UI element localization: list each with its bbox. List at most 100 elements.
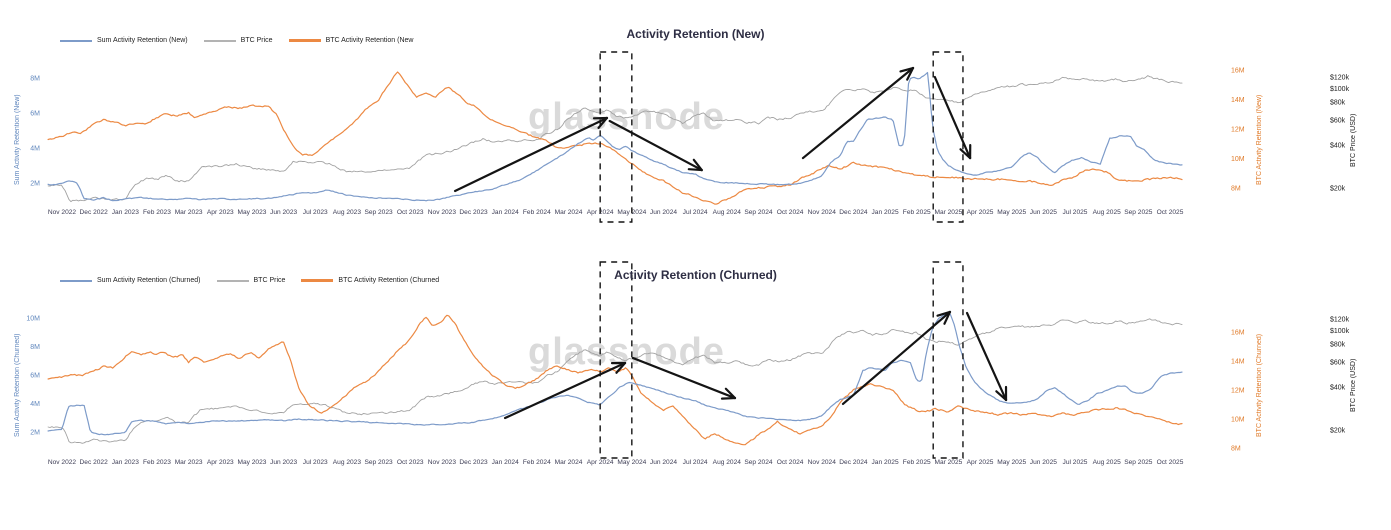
x-tick-month: Dec 2024 xyxy=(839,459,868,466)
annotation-arrowhead xyxy=(692,158,703,172)
x-tick-month: Apr 2025 xyxy=(967,209,994,216)
x-tick-month: Jan 2025 xyxy=(872,209,899,216)
x-tick-month: Jun 2023 xyxy=(270,209,297,216)
y-tick-btc-price: $20k xyxy=(1330,428,1346,435)
x-tick-month: Jun 2023 xyxy=(270,459,297,466)
y-tick-btc-activity: 12M xyxy=(1231,127,1245,134)
x-tick-month: Jun 2024 xyxy=(650,209,677,216)
y-axis-title-sum-new: Sum Activity Retention (New) xyxy=(14,94,21,186)
series-line xyxy=(47,314,1183,446)
legend-item-1-2[interactable]: BTC Price xyxy=(203,37,273,44)
x-tick-month: Aug 2024 xyxy=(713,459,742,466)
y-tick-btc-price: $40k xyxy=(1330,143,1346,150)
x-tick-month: Jul 2025 xyxy=(1063,459,1088,466)
x-tick-month: Aug 2023 xyxy=(333,459,362,466)
legend-line-swatch xyxy=(60,39,92,42)
series-line xyxy=(47,71,1183,202)
annotation-arrow xyxy=(841,310,952,406)
y-tick-btc-price: $60k xyxy=(1330,359,1346,366)
x-tick-month: May 2023 xyxy=(237,209,266,216)
x-tick-month: Apr 2025 xyxy=(967,459,994,466)
annotation-arrowhead xyxy=(899,66,915,73)
annotation-arrowhead xyxy=(959,148,972,160)
x-tick-month: Feb 2024 xyxy=(523,209,551,216)
x-tick-month: Nov 2024 xyxy=(808,209,837,216)
highlight-dashed-box xyxy=(932,261,964,459)
legend-label: BTC Price xyxy=(240,37,273,44)
x-tick-month: Oct 2024 xyxy=(777,459,804,466)
highlight-dashed-box xyxy=(599,261,633,459)
x-tick-month: May 2023 xyxy=(237,459,266,466)
legend-line-swatch xyxy=(203,39,236,42)
x-tick-month: Oct 2025 xyxy=(1157,209,1184,216)
annotation-arrowhead xyxy=(720,396,737,400)
x-tick-month: Jul 2025 xyxy=(1063,209,1088,216)
y-axis-title-btc-activity-churned: BTC Activity Retention (Churned) xyxy=(1256,333,1263,437)
x-tick-month: Jan 2023 xyxy=(112,209,139,216)
annotation-arrowhead xyxy=(943,310,952,325)
legend-item-2-1[interactable]: Sum Activity Retention (Churned) xyxy=(60,277,201,284)
y-tick-btc-price: $120k xyxy=(1330,316,1350,323)
legend-item-1-1[interactable]: Sum Activity Retention (New) xyxy=(60,37,188,44)
legend-bottom: Sum Activity Retention (Churned) BTC Pric… xyxy=(60,277,439,284)
annotation-arrow xyxy=(631,356,737,400)
legend-label: Sum Activity Retention (Churned) xyxy=(97,277,201,284)
y-axis-title-sum-churned: Sum Activity Retention (Churned) xyxy=(14,333,21,437)
y-axis-title-btc-price-top: BTC Price (USD) xyxy=(1350,113,1357,167)
x-tick-month: Aug 2025 xyxy=(1093,209,1122,216)
watermark-glassnode-bottom: glassnode xyxy=(528,331,725,373)
series-line xyxy=(47,313,1183,436)
x-tick-month: Nov 2022 xyxy=(48,209,77,216)
annotation-arrowhead xyxy=(687,168,703,172)
legend-top: Sum Activity Retention (New) BTC Price BTC… xyxy=(60,37,413,44)
x-tick-month: Jan 2024 xyxy=(492,209,519,216)
y-tick-left: 2M xyxy=(30,181,40,188)
y-tick-left: 4M xyxy=(30,146,40,153)
x-tick-month: Jul 2023 xyxy=(303,209,328,216)
x-tick-month: Nov 2023 xyxy=(428,209,457,216)
legend-line-swatch xyxy=(301,279,334,282)
x-tick-month: Nov 2023 xyxy=(428,459,457,466)
x-tick-month: Jul 2024 xyxy=(683,209,708,216)
x-tick-month: Dec 2022 xyxy=(80,459,109,466)
y-tick-btc-activity: 14M xyxy=(1231,359,1245,366)
y-tick-btc-activity: 14M xyxy=(1231,97,1245,104)
series-line xyxy=(47,75,1183,203)
x-tick-month: Sep 2025 xyxy=(1124,209,1153,216)
legend-item-1-3[interactable]: BTC Activity Retention (New xyxy=(288,37,414,44)
legend-label: BTC Price xyxy=(253,277,286,284)
legend-line-swatch xyxy=(60,279,92,282)
x-tick-month: May 2025 xyxy=(997,459,1026,466)
x-tick-month: Jun 2025 xyxy=(1030,459,1057,466)
legend-label: BTC Activity Retention (New xyxy=(325,37,414,44)
x-tick-month: Feb 2025 xyxy=(903,209,931,216)
x-tick-month: Apr 2023 xyxy=(207,209,234,216)
x-tick-month: Apr 2023 xyxy=(207,459,234,466)
legend-item-2-3[interactable]: BTC Activity Retention (Churned xyxy=(301,277,439,284)
x-tick-month: Sep 2025 xyxy=(1124,459,1153,466)
x-tick-month: Dec 2023 xyxy=(459,209,488,216)
annotation-arrowhead xyxy=(615,361,627,374)
y-tick-left: 2M xyxy=(30,430,40,437)
y-tick-btc-price: $80k xyxy=(1330,100,1346,107)
x-tick-month: Sep 2024 xyxy=(744,459,773,466)
x-tick-month: Aug 2025 xyxy=(1093,459,1122,466)
x-tick-month: Dec 2023 xyxy=(459,459,488,466)
x-tick-month: Nov 2022 xyxy=(48,459,77,466)
legend-item-2-2[interactable]: BTC Price xyxy=(216,277,286,284)
x-tick-month: Feb 2025 xyxy=(903,459,931,466)
legend-label: Sum Activity Retention (New) xyxy=(97,37,188,44)
x-tick-month: Oct 2023 xyxy=(397,459,424,466)
annotation-arrowhead xyxy=(936,310,952,317)
annotation-arrowhead xyxy=(906,66,915,81)
x-tick-month: Sep 2023 xyxy=(364,209,393,216)
watermark-glassnode-top: glassnode xyxy=(528,96,725,138)
y-tick-btc-price: $100k xyxy=(1330,86,1350,93)
legend-line-swatch xyxy=(216,279,249,282)
x-tick-month: Mar 2024 xyxy=(555,459,583,466)
annotation-arrow xyxy=(608,119,703,172)
y-tick-left: 4M xyxy=(30,401,40,408)
y-tick-btc-price: $80k xyxy=(1330,342,1346,349)
